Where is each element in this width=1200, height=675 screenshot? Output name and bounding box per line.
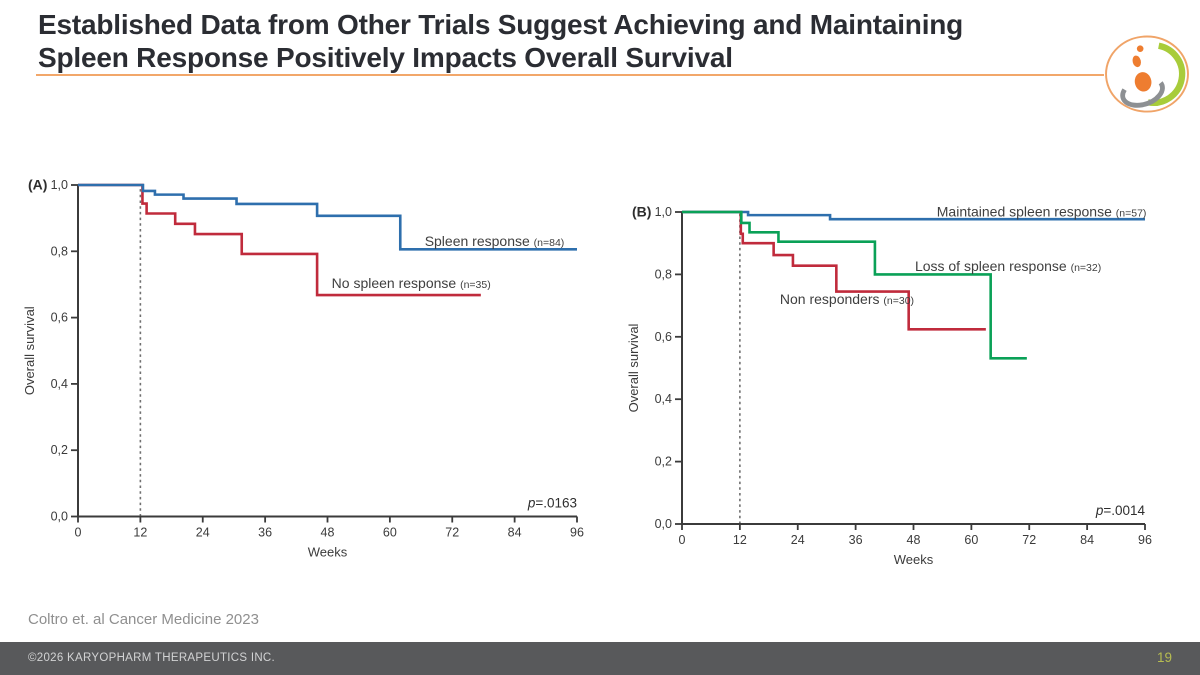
y-tick-label: 0,8 <box>51 244 68 258</box>
x-tick-label: 24 <box>791 533 805 547</box>
y-tick-label: 0,8 <box>655 267 672 281</box>
page-title-line-1: Established Data from Other Trials Sugge… <box>38 9 964 40</box>
y-tick-label: 0,0 <box>51 510 68 524</box>
x-tick-label: 96 <box>570 526 584 540</box>
series-line-no-spleen-response <box>78 183 481 297</box>
page-title: Established Data from Other Trials Sugge… <box>38 8 1098 74</box>
series-label-maintained-spleen-response: Maintained spleen response (n=57) <box>937 204 1147 220</box>
x-tick-label: 48 <box>321 526 335 540</box>
series-label-no-spleen-response: No spleen response (n=35) <box>332 275 491 291</box>
y-tick-label: 0,4 <box>51 377 68 391</box>
x-axis-title: Weeks <box>308 545 348 560</box>
x-tick-label: 0 <box>679 533 686 547</box>
series-label-non-responders: Non responders (n=30) <box>780 291 914 307</box>
footer-bar: ©2026 KARYOPHARM THERAPEUTICS INC. 19 <box>0 642 1200 675</box>
citation-text: Coltro et. al Cancer Medicine 2023 <box>28 611 259 628</box>
y-axis-title: Overall survival <box>626 323 641 412</box>
y-tick-label: 0,4 <box>655 392 672 406</box>
logo-leaf-arc <box>1147 42 1186 106</box>
panel-label: (A) <box>28 177 47 193</box>
x-tick-label: 36 <box>258 526 272 540</box>
x-tick-label: 12 <box>133 526 147 540</box>
series-label-loss-of-spleen-response: Loss of spleen response (n=32) <box>915 258 1101 274</box>
p-value-label: p=.0163 <box>527 496 577 511</box>
logo-dot-large <box>1134 72 1152 92</box>
title-underline-rule <box>36 74 1104 76</box>
x-tick-label: 36 <box>849 533 863 547</box>
y-tick-label: 0,2 <box>51 443 68 457</box>
x-tick-label: 24 <box>196 526 210 540</box>
x-tick-label: 72 <box>445 526 459 540</box>
page-number: 19 <box>1156 650 1172 665</box>
y-tick-label: 1,0 <box>655 205 672 219</box>
logo-dot-medium <box>1132 55 1141 68</box>
series-line-loss-of-spleen-response <box>682 210 1027 360</box>
page-title-line-2: Spleen Response Positively Impacts Overa… <box>38 42 733 73</box>
x-tick-label: 84 <box>1080 533 1094 547</box>
y-tick-label: 0,2 <box>655 455 672 469</box>
x-tick-label: 0 <box>75 526 82 540</box>
x-tick-label: 72 <box>1022 533 1036 547</box>
y-tick-label: 0,6 <box>51 311 68 325</box>
x-tick-label: 60 <box>383 526 397 540</box>
y-tick-label: 0,0 <box>655 517 672 531</box>
series-line-spleen-response <box>78 183 577 251</box>
km-chart-survival-by-spleen-response: 0 12 24 36 48 60 72 84 96 0,0 0,2 0,4 0,6 0,8 1,0 (A) Ov… <box>22 177 584 560</box>
x-tick-label: 12 <box>733 533 747 547</box>
y-tick-label: 1,0 <box>51 178 68 192</box>
y-tick-label: 0,6 <box>655 330 672 344</box>
series-line-non-responders <box>682 210 986 331</box>
x-tick-label: 60 <box>964 533 978 547</box>
x-tick-label: 48 <box>907 533 921 547</box>
x-tick-label: 84 <box>508 526 522 540</box>
p-value-label: p=.0014 <box>1095 503 1146 518</box>
x-tick-label: 96 <box>1138 533 1152 547</box>
karyopharm-logo-icon <box>1105 35 1189 113</box>
y-axis-title: Overall survival <box>22 306 37 395</box>
km-chart-survival-by-response-maintenance: 0 12 24 36 48 60 72 84 96 0,0 0,2 0,4 0,6 0,8 1,0 (B) Ov… <box>626 204 1152 568</box>
logo-swoosh-arc <box>1120 81 1165 108</box>
panel-label: (B) <box>632 204 651 220</box>
copyright-text: ©2026 KARYOPHARM THERAPEUTICS INC. <box>28 652 276 664</box>
x-axis-title: Weeks <box>894 552 934 567</box>
logo-dot-small <box>1136 45 1144 52</box>
series-label-spleen-response: Spleen response (n=84) <box>425 233 565 249</box>
